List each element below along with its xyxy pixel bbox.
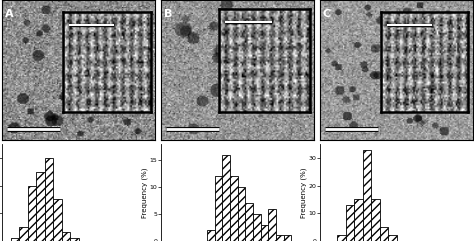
Bar	[62, 232, 70, 241]
Bar	[380, 227, 388, 241]
Bar	[388, 235, 397, 241]
Bar	[28, 186, 36, 241]
Bar	[268, 208, 276, 241]
Bar	[253, 214, 261, 241]
Bar	[363, 150, 371, 241]
Bar	[337, 235, 346, 241]
Bar	[261, 225, 268, 241]
Text: C: C	[323, 9, 331, 19]
Bar	[19, 227, 28, 241]
Bar	[237, 187, 246, 241]
Y-axis label: Frequency (%): Frequency (%)	[142, 167, 148, 218]
Bar	[354, 199, 363, 241]
Text: A: A	[5, 9, 14, 19]
Bar	[207, 230, 215, 241]
Bar	[283, 235, 291, 241]
Bar	[70, 238, 79, 241]
Bar	[36, 172, 45, 241]
Bar	[53, 199, 62, 241]
Bar	[45, 158, 53, 241]
Bar	[276, 235, 283, 241]
Bar	[230, 176, 237, 241]
Y-axis label: Frequency (%): Frequency (%)	[301, 167, 307, 218]
Bar	[371, 199, 380, 241]
Bar	[346, 205, 354, 241]
Bar	[246, 203, 253, 241]
Bar	[215, 176, 222, 241]
Text: B: B	[164, 9, 172, 19]
Bar	[11, 238, 19, 241]
Bar	[222, 155, 230, 241]
